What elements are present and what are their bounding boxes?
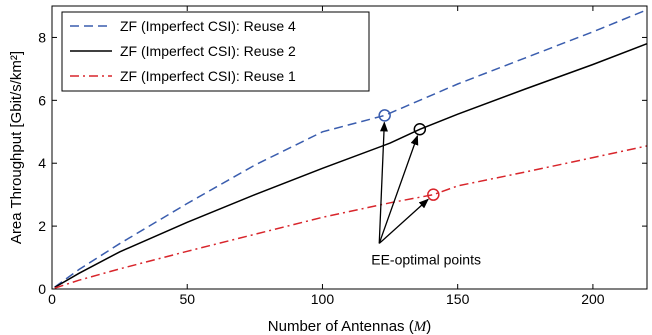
- x-tick-label: 100: [311, 291, 335, 307]
- annotation-arrow-2: [378, 134, 419, 244]
- annotation-arrow-3: [378, 198, 429, 244]
- x-tick-label: 50: [179, 291, 195, 307]
- series-line-3: [54, 145, 648, 289]
- x-tick-label: 200: [581, 291, 605, 307]
- legend-box: [61, 11, 370, 92]
- x-axis-label: Number of Antennas (M): [268, 318, 431, 335]
- x-tick-label: 0: [48, 291, 56, 307]
- optimal-point-markers: [378, 109, 440, 201]
- plot-frame: [51, 5, 648, 290]
- legend: ZF (Imperfect CSI): Reuse 4 ZF (Imperfect…: [61, 11, 370, 92]
- legend-label-2: ZF (Imperfect CSI): Reuse 2: [120, 43, 296, 59]
- series-line-2: [54, 42, 648, 289]
- legend-label-3: ZF (Imperfect CSI): Reuse 1: [120, 68, 296, 84]
- optimal-point-marker-1: [378, 109, 391, 122]
- series-line-1: [54, 9, 648, 288]
- y-tick-label: 8: [38, 29, 46, 45]
- axis-ticks: 0 50 100 150 200 0 2 4 6 8: [38, 6, 647, 307]
- annotation-arrow-1: [378, 121, 388, 244]
- series-layer: [54, 9, 648, 289]
- optimal-point-marker-2: [413, 123, 427, 136]
- y-tick-label: 4: [38, 155, 46, 171]
- optimal-point-marker-3: [427, 188, 440, 201]
- y-axis-label: Area Throughput [Gbit/s/km²]: [8, 51, 25, 244]
- y-tick-label: 0: [38, 281, 46, 297]
- annotation-label: EE-optimal points: [371, 251, 481, 267]
- annotation-arrows: [378, 121, 429, 244]
- legend-label-1: ZF (Imperfect CSI): Reuse 4: [120, 18, 296, 34]
- y-tick-label: 6: [38, 92, 46, 108]
- x-tick-label: 150: [446, 291, 470, 307]
- y-tick-label: 2: [38, 218, 46, 234]
